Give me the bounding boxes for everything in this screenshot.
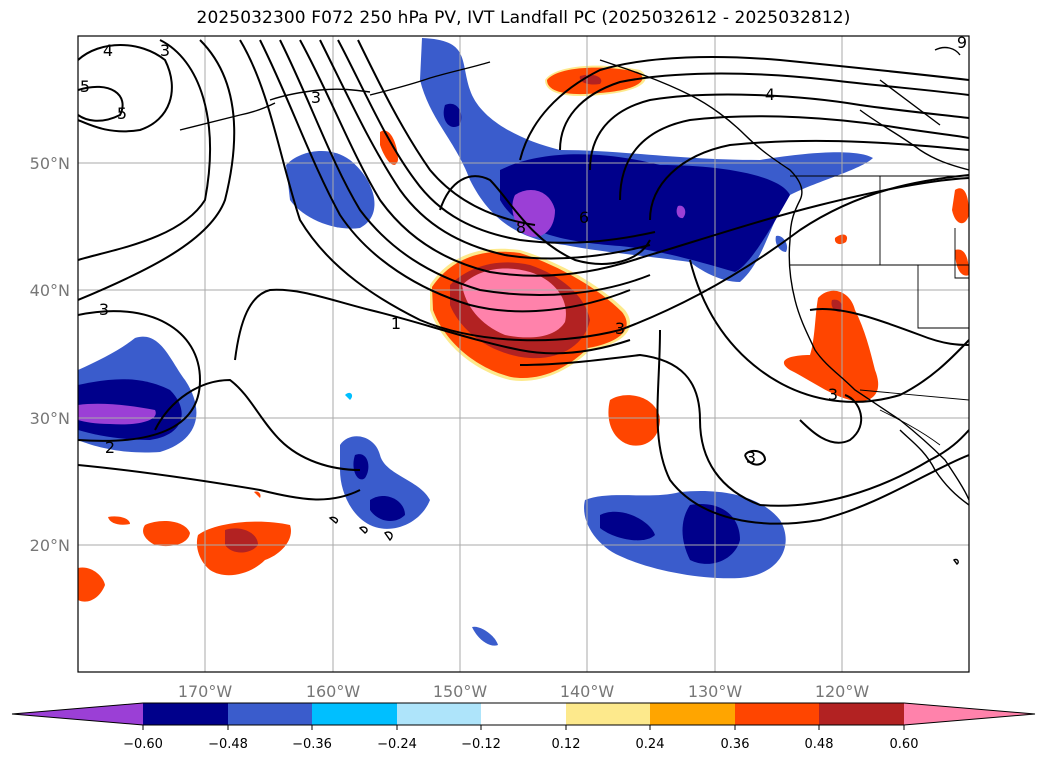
contour-label: 3: [311, 88, 321, 107]
negative-anomaly-blob-w: [78, 336, 197, 453]
colorbar-segment: [481, 703, 566, 725]
latitude-labels: 50°N 40°N 30°N 20°N: [30, 154, 70, 555]
colorbar-tick-label: 0.60: [890, 737, 919, 752]
contour-label: 9: [957, 33, 967, 52]
lon-label-150w: 150°W: [433, 682, 488, 701]
map-plot-area: [78, 36, 969, 672]
contour-label: 2: [105, 438, 115, 457]
negative-anomaly-blob-hawaii: [340, 436, 430, 529]
positive-spot: [952, 188, 969, 224]
positive-spot: [834, 234, 848, 245]
colorbar-segment: [566, 703, 650, 725]
contour-label: 3: [828, 385, 838, 404]
positive-spot: [143, 521, 190, 547]
contour-label: 3: [99, 300, 109, 319]
contour-label: 5: [117, 104, 127, 123]
colorbar-segment: [735, 703, 819, 725]
lat-label-40n: 40°N: [30, 281, 70, 300]
contour-label: 8: [516, 218, 526, 237]
lon-label-160w: 160°W: [306, 682, 361, 701]
colorbar-tick-label: −0.36: [292, 737, 332, 752]
contour-label: 6: [579, 208, 589, 227]
colorbar-tick-label: 0.12: [552, 737, 581, 752]
lon-label-170w: 170°W: [178, 682, 233, 701]
positive-spot: [108, 516, 130, 525]
colorbar-segment: [819, 703, 904, 725]
lat-label-50n: 50°N: [30, 154, 70, 173]
negative-anomaly-blob-se: [584, 490, 786, 579]
negative-spot: [345, 392, 353, 400]
colorbar-segment: [143, 703, 228, 725]
lon-label-120w: 120°W: [815, 682, 870, 701]
contour-labels: 4 3 9 5 4 3 8 6 1 3 3 2 3 3 5: [80, 33, 967, 467]
negative-anomaly-blob-nw: [286, 150, 375, 229]
positive-spot: [380, 130, 398, 165]
negative-spot: [472, 626, 498, 646]
positive-spot: [254, 491, 261, 498]
lon-label-130w: 130°W: [688, 682, 743, 701]
positive-anomaly-central: [430, 248, 631, 381]
colorbar-tick-label: 0.24: [636, 737, 665, 752]
colorbar-segment: [228, 703, 312, 725]
colorbar-extend-low: [12, 703, 143, 725]
colorbar-extend-high: [904, 703, 1035, 725]
positive-spot: [225, 528, 258, 553]
colorbar-tick-label: 0.48: [805, 737, 834, 752]
map-frame: [77, 35, 970, 673]
contour-label: 1: [391, 314, 401, 333]
colorbar-tick-label: 0.36: [721, 737, 750, 752]
colorbar-tick-label: −0.12: [461, 737, 501, 752]
positive-spot: [78, 567, 105, 602]
contour-label: 4: [765, 85, 775, 104]
positive-spot: [955, 249, 969, 276]
colorbar-segment: [312, 703, 397, 725]
lat-label-30n: 30°N: [30, 409, 70, 428]
lat-label-20n: 20°N: [30, 536, 70, 555]
longitude-labels: 170°W 160°W 150°W 140°W 130°W 120°W: [178, 682, 870, 701]
colorbar-tick-label: −0.48: [208, 737, 248, 752]
contour-label: 3: [746, 448, 756, 467]
colorbar-tick-label: −0.60: [123, 737, 163, 752]
colorbar-segment: [397, 703, 481, 725]
colorbar-tick-label: −0.24: [377, 737, 417, 752]
contour-label: 3: [160, 41, 170, 60]
pv-contours: [78, 39, 969, 525]
contour-label: 4: [103, 41, 113, 60]
colorbar-segment: [650, 703, 735, 725]
map-title: 2025032300 F072 250 hPa PV, IVT Landfall…: [196, 8, 851, 28]
contour-label: 5: [80, 77, 90, 96]
colorbar: −0.60 −0.48 −0.36 −0.24 −0.12 0.12 0.24 …: [11, 702, 1036, 752]
political-borders: [790, 175, 969, 446]
positive-spot: [608, 395, 660, 446]
colorbar-ticks: [142, 725, 905, 730]
contour-label: 3: [615, 319, 625, 338]
lon-label-140w: 140°W: [560, 682, 615, 701]
